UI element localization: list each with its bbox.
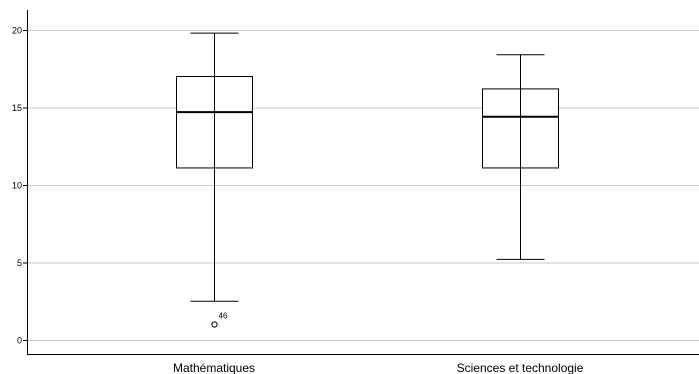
- x-category-label: Sciences et technologie: [457, 361, 584, 374]
- y-tick-label: 0: [17, 336, 22, 346]
- gridlines: [27, 30, 699, 341]
- box-1-outlier: [211, 321, 218, 328]
- boxes: [176, 32, 559, 328]
- y-tick-label: 20: [12, 26, 22, 36]
- y-tick-label: 10: [12, 181, 22, 191]
- y-tick-label: 5: [17, 258, 22, 268]
- labels: 0 5 10 15 20 46 Mathématiques Sciences et techn…: [12, 26, 584, 374]
- y-tick-label: 15: [12, 103, 22, 113]
- outlier-label: 46: [219, 312, 228, 321]
- x-category-label: Mathématiques: [173, 361, 255, 374]
- axes: [23, 10, 699, 355]
